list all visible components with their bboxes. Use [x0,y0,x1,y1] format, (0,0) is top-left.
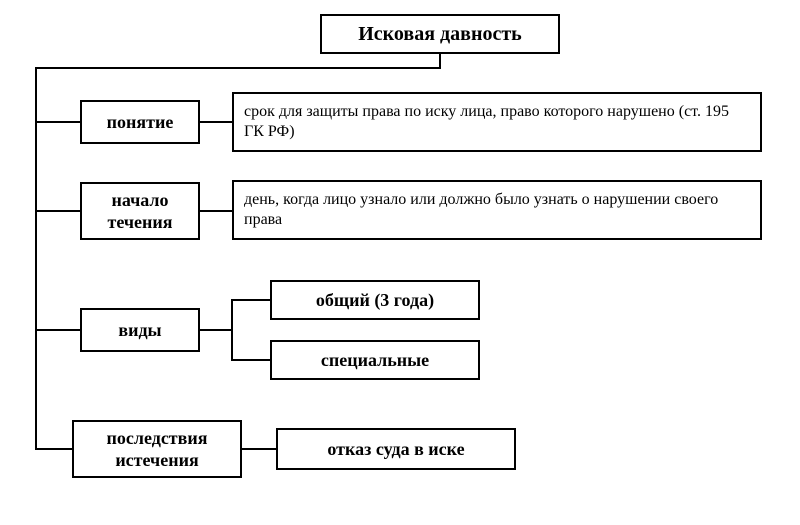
node-concept-desc-text: срок для защиты права по иску лица, прав… [244,102,750,142]
title-text: Исковая давность [358,22,522,47]
node-start-desc: день, когда лицо узнало или должно было … [232,180,762,240]
node-start-desc-text: день, когда лицо узнало или должно было … [244,190,750,230]
node-concept-label: понятие [80,100,200,144]
node-types-label-text: виды [118,319,161,342]
node-concept-label-text: понятие [107,111,174,134]
node-consequence-label: последствия истечения [72,420,242,478]
title-box: Исковая давность [320,14,560,54]
node-concept-desc: срок для защиты права по иску лица, прав… [232,92,762,152]
node-types-label: виды [80,308,200,352]
node-types-child-special-text: специальные [321,349,429,372]
node-types-child-special: специальные [270,340,480,380]
node-consequence-desc: отказ суда в иске [276,428,516,470]
diagram-stage: Исковая давность понятие срок для защиты… [0,0,800,525]
node-start-label-text: начало течения [82,189,198,234]
node-types-child-general: общий (3 года) [270,280,480,320]
node-consequence-label-text: последствия истечения [74,427,240,472]
node-types-child-general-text: общий (3 года) [316,289,434,312]
node-consequence-desc-text: отказ суда в иске [327,438,464,461]
node-start-label: начало течения [80,182,200,240]
